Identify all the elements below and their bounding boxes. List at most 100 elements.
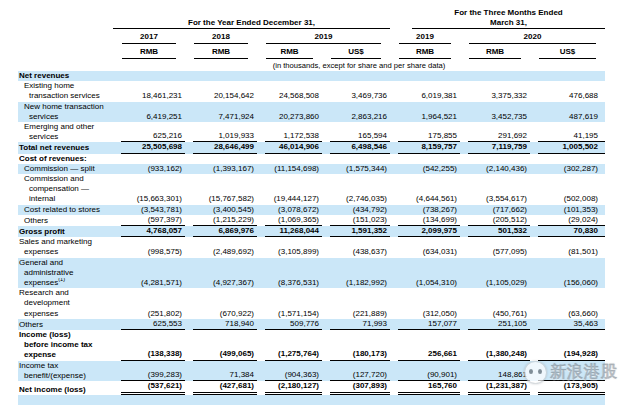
row-label: Income (loss)before income taxexpense	[18, 330, 113, 361]
cell-value: 2,099,975	[398, 226, 460, 237]
cell-value: 46,014,906	[265, 142, 322, 153]
cell-value: (542,255)	[398, 164, 460, 174]
group-title-line: For the Three Months Ended	[412, 8, 605, 18]
table-row: Net revenues	[18, 71, 605, 81]
value-cell: (3,078,672)	[257, 205, 322, 215]
cell-value: (537,621)	[121, 381, 185, 395]
value-cell: (3,543,781)	[113, 205, 185, 215]
cell-value: (11,154,698)	[265, 164, 322, 174]
value-cell: (90,901)	[390, 361, 460, 381]
sina-logo-icon	[524, 361, 547, 384]
units-note-row: (in thousands, except for share and per …	[18, 59, 605, 71]
cell-value: (90,901)	[398, 370, 460, 381]
cell-value	[265, 71, 322, 81]
currency-header: RMB	[257, 44, 322, 59]
cell-value: (1,575,344)	[330, 164, 390, 174]
group-title-line: March 31,	[412, 18, 605, 28]
value-cell	[390, 71, 460, 81]
value-cell: (3,554,617)	[460, 174, 530, 205]
value-cell: (2,140,436)	[460, 164, 530, 174]
cell-value: 625,216	[121, 131, 185, 142]
value-cell	[460, 71, 530, 81]
value-cell: (307,893)	[322, 381, 390, 395]
cell-value: (2,746,035)	[330, 194, 390, 204]
cell-value: 718,940	[193, 319, 257, 330]
currency-header-row: RMB RMB RMB US$ RMB RMB US$	[18, 44, 605, 59]
cell-value: 11,268,044	[265, 226, 322, 237]
value-cell: (1,571,154)	[257, 288, 322, 319]
value-cell: (2,180,127)	[257, 381, 322, 395]
cell-value: 6,498,546	[330, 142, 390, 153]
value-cell: (670,922)	[185, 288, 257, 319]
value-cell: (2,746,035)	[322, 174, 390, 205]
cell-value: 70,830	[538, 226, 605, 237]
value-cell: (205,512)	[460, 215, 530, 226]
cell-value: (502,008)	[538, 194, 605, 204]
cell-value: (434,792)	[330, 205, 390, 215]
clipped-row-cell	[18, 395, 605, 405]
cell-value: (2,489,692)	[193, 247, 257, 257]
cell-value: (15,767,582)	[193, 194, 257, 204]
value-cell: 1,019,933	[185, 122, 257, 142]
currency-header: RMB	[113, 44, 185, 59]
value-cell: (138,338)	[113, 330, 185, 361]
value-cell	[113, 154, 185, 164]
row-label: New home transactionservices	[18, 102, 113, 122]
value-cell: 509,776	[257, 319, 322, 330]
row-label: Cost of revenues:	[18, 154, 113, 164]
cell-value: (1,182,992)	[330, 278, 390, 288]
cell-value: (302,287)	[538, 164, 605, 174]
cell-value: (1,393,167)	[193, 164, 257, 174]
value-cell: 24,568,508	[257, 81, 322, 101]
cell-value: (180,173)	[330, 349, 390, 360]
table-row: New home transactionservices 6,419,251 7…	[18, 102, 605, 122]
value-cell: (738,267)	[390, 205, 460, 215]
table-row: Others 625,553 718,940 509,776 71,993 15…	[18, 319, 605, 330]
year-header: 2019	[390, 29, 460, 44]
value-cell: 20,154,642	[185, 81, 257, 101]
cell-value: 1,005,502	[538, 142, 605, 153]
value-cell: 148,861	[460, 361, 530, 381]
value-cell: (399,283)	[113, 361, 185, 381]
row-label: Others	[18, 215, 113, 226]
cell-value: (127,720)	[330, 370, 390, 381]
three-months-group-underline: For the Three Months Ended March 31,	[412, 8, 605, 29]
value-cell: (4,281,571)	[113, 258, 185, 289]
value-cell: 35,463	[530, 319, 605, 330]
value-cell	[257, 154, 322, 164]
value-cell	[322, 71, 390, 81]
cell-value: 2,863,216	[330, 112, 390, 122]
cell-value: 3,452,735	[468, 112, 530, 122]
row-label-line: Existing home	[18, 81, 113, 91]
cell-value: (151,023)	[330, 215, 390, 226]
table-row: Cost related to stores (3,543,781) (3,40…	[18, 205, 605, 215]
value-cell: (221,889)	[322, 288, 390, 319]
cell-value	[398, 154, 460, 164]
cell-value: (19,444,127)	[265, 194, 322, 204]
cell-value: (597,397)	[121, 215, 185, 226]
cell-value: 1,172,538	[265, 131, 322, 142]
table-row: Sales and marketingexpenses (998,575) (2…	[18, 237, 605, 257]
value-cell: (15,767,582)	[185, 174, 257, 205]
row-label: Existing hometransaction services	[18, 81, 113, 101]
value-cell: (81,501)	[530, 237, 605, 257]
value-cell: 71,993	[322, 319, 390, 330]
value-cell: 175,855	[390, 122, 460, 142]
row-label: Net revenues	[18, 71, 113, 81]
year-header-row: 2017 2018 2019 2019 2020	[18, 29, 605, 44]
cell-value	[330, 154, 390, 164]
value-cell: (134,699)	[390, 215, 460, 226]
row-label-line: development	[18, 298, 113, 308]
three-months-group: For the Three Months Ended March 31,	[390, 5, 605, 29]
value-cell: (998,575)	[113, 237, 185, 257]
value-cell: (63,660)	[530, 288, 605, 319]
cell-value: 256,661	[398, 349, 460, 360]
cell-value: (399,283)	[121, 370, 185, 381]
row-label-line: services	[18, 132, 113, 142]
cell-value: 3,469,736	[330, 91, 390, 101]
cell-value: (1,054,310)	[398, 278, 460, 288]
currency-header: RMB	[460, 44, 530, 59]
value-cell	[322, 154, 390, 164]
value-cell: (502,008)	[530, 174, 605, 205]
table-body: Net revenues Existing hometransaction se…	[18, 71, 605, 395]
